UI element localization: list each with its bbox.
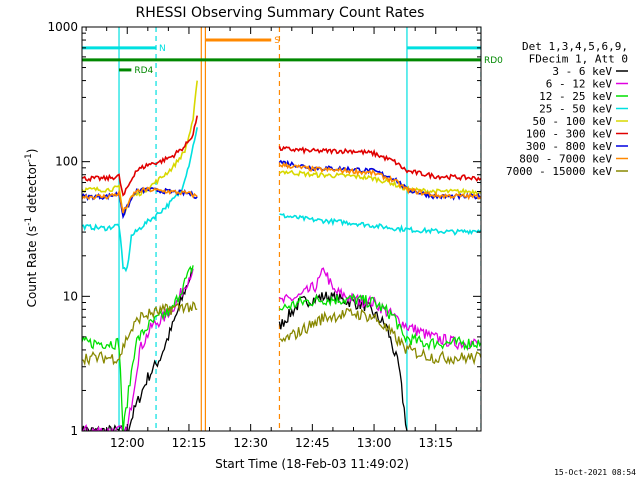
flag-label-0: N — [159, 44, 166, 54]
series-line-3-seg-1 — [279, 212, 481, 236]
series-line-4-seg-0 — [82, 80, 198, 216]
y-tick-label-3: 1000 — [47, 20, 78, 34]
legend-item-label-5: 100 - 300 keV — [526, 128, 612, 141]
series-line-8-seg-0 — [82, 301, 198, 367]
legend-item-label-8: 7000 - 15000 keV — [506, 165, 612, 178]
y-axis-label: Count Rate (s-1 detector-1) — [24, 149, 39, 308]
footer-timestamp: 15-Oct-2021 08:54 — [554, 468, 636, 477]
y-axis-label-end: ) — [25, 149, 39, 154]
plot-frame — [81, 26, 482, 432]
flag-label-2: RD4 — [134, 66, 153, 76]
x-tick-label-2: 12:30 — [233, 436, 268, 450]
x-tick-label-4: 13:00 — [357, 436, 392, 450]
y-axis-label-mid: detector — [25, 162, 39, 217]
y-axis-label-sup1: -1 — [24, 217, 34, 226]
series-line-7-seg-0 — [82, 186, 198, 214]
x-tick-label-5: 13:15 — [418, 436, 453, 450]
axes: 12:00 12:15 12:30 12:45 13:00 13:15 1 10 100 1000 — [47, 20, 482, 450]
series-line-2-seg-1 — [279, 293, 481, 352]
series-line-8-seg-1 — [279, 307, 481, 366]
legend-item-label-4: 50 - 100 keV — [533, 115, 613, 128]
flag-label-3: S — [274, 36, 280, 46]
y-axis-label-main: Count Rate (s — [25, 226, 39, 308]
x-tick-label-3: 12:45 — [295, 436, 330, 450]
series-line-0-seg-0 — [82, 268, 194, 431]
x-axis-label: Start Time (18-Feb-03 11:49:02) — [215, 457, 409, 471]
legend-header-1: FDecim 1, Att 0 — [529, 53, 628, 66]
y-tick-label-1: 10 — [63, 289, 78, 303]
series-line-4-seg-1 — [278, 169, 481, 196]
series-line-1-seg-0 — [82, 268, 194, 431]
legend-item-label-0: 3 - 6 keV — [552, 65, 612, 78]
y-tick-label-2: 100 — [55, 155, 78, 169]
legend: Det 1,3,4,5,6,9,FDecim 1, Att 03 - 6 keV… — [506, 40, 628, 178]
flag-label-1: RD0 — [484, 56, 503, 66]
y-axis-label-sup2: -1 — [24, 153, 34, 162]
legend-item-label-7: 800 - 7000 keV — [519, 153, 612, 166]
series-line-2-seg-0 — [82, 265, 194, 431]
chart-title: RHESSI Observing Summary Count Rates — [136, 5, 425, 21]
series-line-5-seg-0 — [82, 115, 198, 197]
series-line-3-seg-0 — [82, 127, 198, 273]
series-group — [82, 27, 481, 431]
series-line-7-seg-1 — [279, 161, 481, 201]
legend-item-label-3: 25 - 50 keV — [539, 103, 612, 116]
legend-item-label-2: 12 - 25 keV — [539, 90, 612, 103]
series-line-5-seg-1 — [278, 145, 481, 182]
plot-area: N RD0 RD4 S — [82, 27, 503, 431]
x-tick-label-0: 12:00 — [110, 436, 145, 450]
legend-item-label-1: 6 - 12 keV — [546, 78, 613, 91]
series-line-6-seg-1 — [278, 159, 481, 201]
legend-header-0: Det 1,3,4,5,6,9, — [522, 40, 628, 53]
y-tick-label-0: 1 — [70, 424, 78, 438]
legend-item-label-6: 300 - 800 keV — [526, 140, 612, 153]
x-tick-label-1: 12:15 — [172, 436, 207, 450]
